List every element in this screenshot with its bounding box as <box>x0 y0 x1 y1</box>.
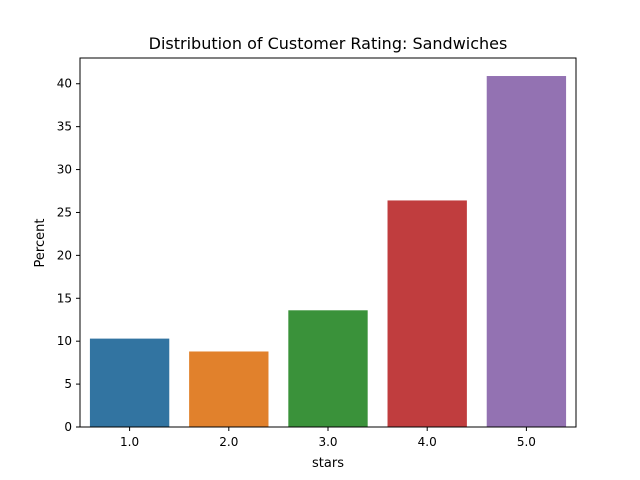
y-tick-label: 5 <box>64 377 72 391</box>
bars-group <box>89 76 567 427</box>
bar-1.0 <box>89 338 170 427</box>
y-tick-label: 35 <box>57 120 72 134</box>
y-tick-label: 10 <box>57 334 72 348</box>
y-tick-label: 40 <box>57 77 72 91</box>
y-axis-ticks: 0 5 10 15 20 25 30 35 40 <box>57 77 80 434</box>
bar-2.0 <box>189 351 269 427</box>
x-tick-label: 3.0 <box>318 435 337 449</box>
y-tick-label: 15 <box>57 291 72 305</box>
y-tick-label: 30 <box>57 163 72 177</box>
x-axis-label: stars <box>312 456 344 471</box>
x-tick-label: 4.0 <box>418 435 437 449</box>
bar-3.0 <box>288 310 368 427</box>
y-tick-label: 20 <box>57 248 72 262</box>
bar-4.0 <box>387 200 467 427</box>
x-tick-label: 2.0 <box>219 435 238 449</box>
y-tick-label: 25 <box>57 205 72 219</box>
x-tick-label: 5.0 <box>517 435 536 449</box>
chart-title: Distribution of Customer Rating: Sandwic… <box>149 34 508 53</box>
y-axis-label: Percent <box>33 219 48 268</box>
plot-frame <box>79 57 577 428</box>
y-tick-label: 0 <box>64 420 72 434</box>
bar-5.0 <box>486 76 567 427</box>
x-tick-label: 1.0 <box>120 435 139 449</box>
x-axis-ticks: 1.0 2.0 3.0 4.0 5.0 <box>120 427 536 449</box>
